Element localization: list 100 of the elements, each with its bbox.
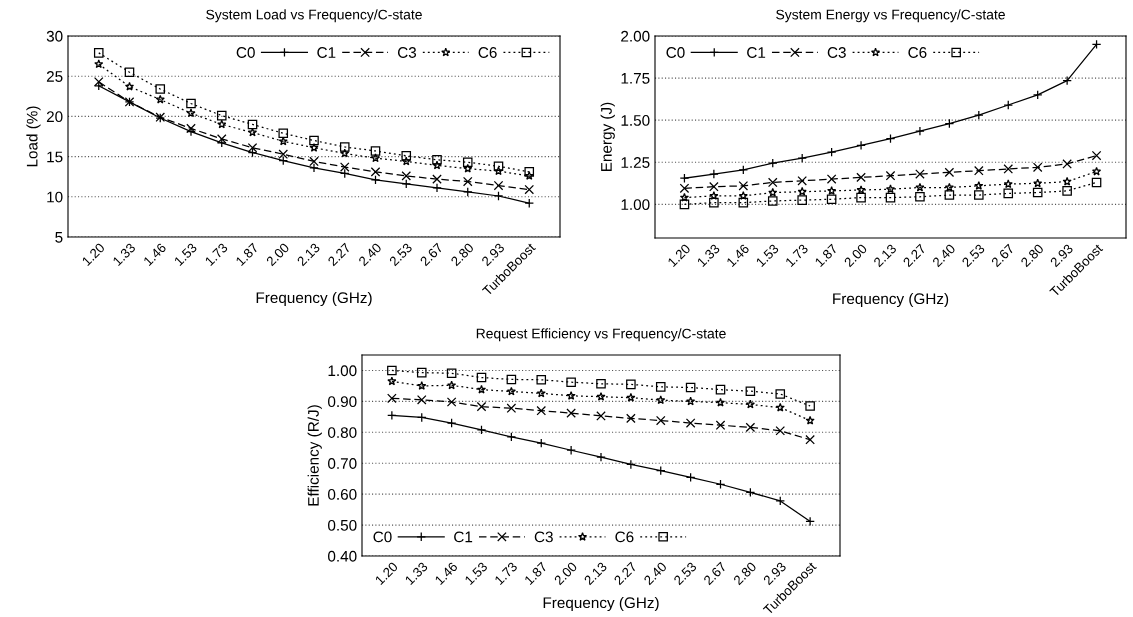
point [745, 399, 755, 409]
legend-label: C3 [534, 531, 553, 543]
point [944, 190, 955, 200]
point [463, 163, 473, 173]
legend-label: C0 [666, 47, 685, 58]
point [626, 392, 636, 402]
point [124, 67, 135, 77]
point [775, 425, 786, 436]
point [476, 372, 487, 383]
point [805, 434, 815, 445]
point [416, 367, 427, 378]
x-axis-title: Frequency (GHz) [543, 596, 659, 612]
point [767, 196, 778, 206]
point [797, 186, 807, 196]
point [655, 382, 666, 392]
y-tick-label: 1.50 [621, 115, 650, 126]
point [679, 199, 690, 210]
point [767, 177, 778, 188]
point [506, 403, 517, 413]
point [885, 192, 896, 203]
point [1091, 177, 1102, 188]
point [974, 181, 984, 190]
point [1003, 164, 1014, 174]
point [626, 413, 636, 424]
point [685, 418, 696, 428]
point [476, 401, 487, 412]
point [655, 415, 666, 426]
point [566, 377, 576, 388]
point [944, 167, 955, 178]
legend-label: C1 [317, 47, 336, 58]
point [155, 84, 166, 94]
point [596, 378, 606, 389]
point [1003, 188, 1014, 199]
point [446, 397, 457, 407]
legend-label: C0 [236, 47, 255, 58]
point [805, 415, 815, 425]
point [124, 81, 135, 91]
point [401, 151, 412, 161]
point [536, 388, 546, 398]
y-tick-label: 1.00 [621, 199, 650, 211]
chart-title: Request Efficiency vs Frequency/C-state [476, 328, 726, 342]
point [432, 155, 442, 165]
y-tick-label: 0.70 [328, 458, 357, 469]
point [446, 368, 457, 379]
y-tick-label: 30 [46, 30, 63, 42]
y-tick-label: 2.00 [621, 30, 650, 42]
point [679, 183, 690, 194]
point [686, 396, 696, 406]
point [387, 376, 397, 386]
point [387, 393, 397, 404]
point [709, 181, 719, 192]
point [476, 384, 487, 394]
point [340, 148, 350, 158]
y-tick-label: 0.50 [328, 519, 357, 531]
point [93, 77, 104, 87]
point [974, 165, 984, 176]
y-axis-title: Efficiency (R/J) [307, 405, 322, 506]
point [186, 98, 196, 109]
y-tick-label: 1.25 [621, 157, 650, 168]
point [745, 386, 756, 396]
point [536, 374, 547, 385]
point [974, 190, 984, 200]
point [524, 167, 535, 177]
x-tick-label: 1.46 [143, 242, 167, 267]
point [370, 153, 381, 163]
point [1032, 187, 1043, 198]
y-tick-label: 1.00 [328, 365, 357, 377]
point [596, 391, 606, 401]
point [1062, 159, 1072, 169]
x-axis-title: Frequency (GHz) [256, 291, 372, 307]
point [768, 187, 778, 197]
point [186, 108, 196, 118]
point [462, 176, 473, 187]
point [826, 174, 837, 184]
legend-label: C3 [827, 47, 846, 58]
point [370, 167, 381, 177]
point [432, 160, 442, 170]
point [797, 175, 807, 186]
point [738, 197, 749, 208]
point [715, 420, 726, 430]
point [1091, 150, 1102, 161]
point [1032, 162, 1043, 173]
point [745, 422, 756, 433]
chart-title: System Load vs Frequency/C-state [206, 9, 422, 23]
legend-label: C0 [373, 531, 392, 543]
point [915, 182, 925, 192]
point [856, 192, 866, 203]
y-tick-label: 0.60 [328, 489, 357, 500]
legend-label: C1 [454, 531, 473, 543]
legend-label: C3 [397, 47, 417, 58]
point [566, 391, 576, 400]
point [715, 384, 726, 395]
point [417, 381, 427, 390]
point [524, 171, 534, 180]
point [370, 146, 381, 156]
point [493, 161, 504, 172]
legend-label: C1 [747, 47, 766, 58]
y-axis-title: Energy (J) [600, 102, 615, 171]
point [1062, 186, 1072, 196]
y-tick-label: 0.40 [328, 550, 357, 562]
